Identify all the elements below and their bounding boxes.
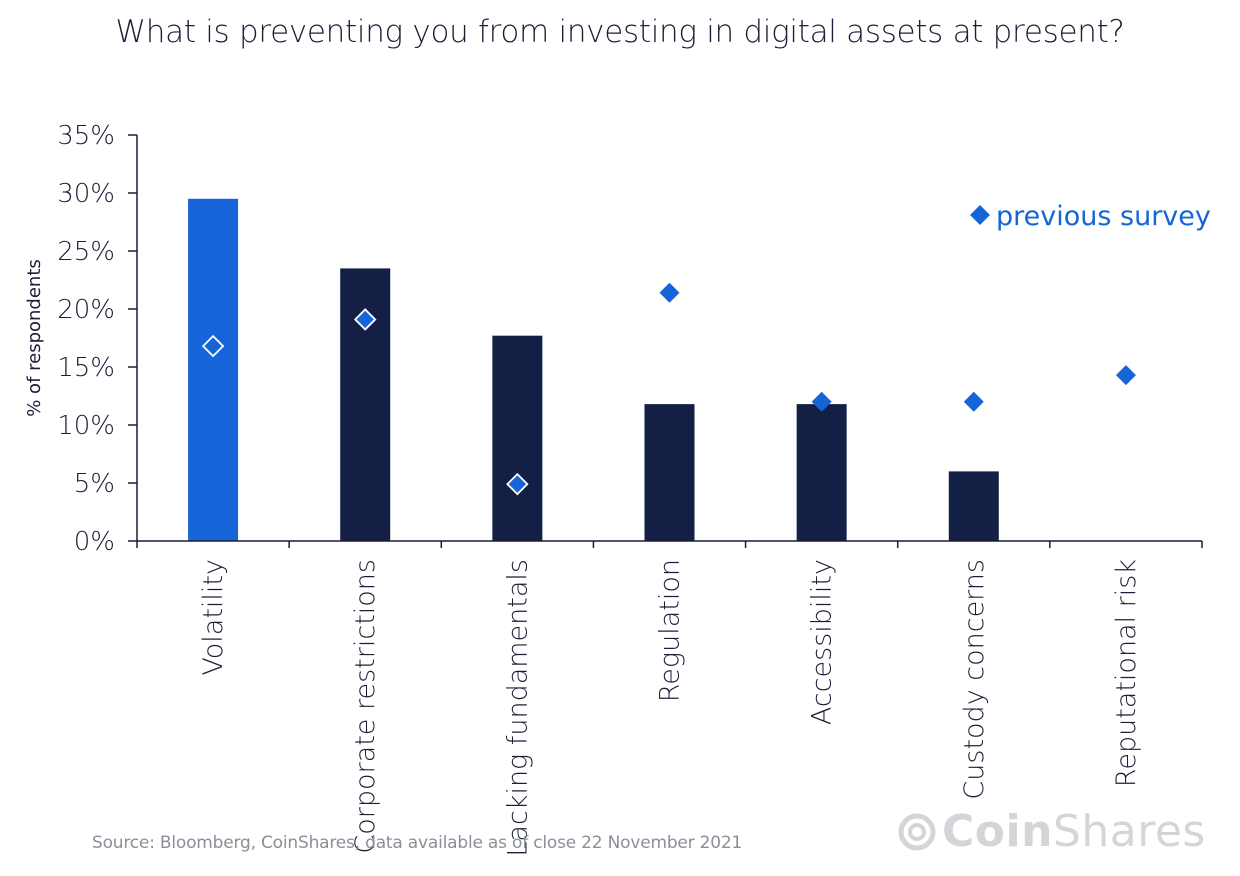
coinshares-logo-icon [898, 813, 936, 850]
chart-title: What is preventing you from investing in… [115, 14, 1125, 50]
legend-marker [970, 205, 990, 225]
source-note: Source: Bloomberg, CoinShares, data avai… [92, 833, 743, 853]
bar [796, 404, 847, 541]
previous-survey-marker [963, 391, 984, 412]
logo-wordmark: CoinShares [942, 806, 1206, 857]
y-tick-label: 20% [57, 295, 115, 325]
previous-survey-marker [659, 282, 680, 303]
y-tick-label: 30% [57, 179, 115, 209]
previous-survey-marker [201, 334, 225, 358]
bar [188, 198, 239, 542]
y-tick-label: 35% [57, 121, 115, 151]
previous-survey-marker [353, 308, 377, 331]
y-tick-label: 25% [57, 237, 115, 267]
legend-label: previous survey [996, 201, 1211, 232]
previous-survey-marker [1115, 365, 1136, 386]
x-category-label: Regulation [655, 559, 686, 702]
y-tick-label: 10% [57, 411, 115, 441]
bar [492, 335, 543, 541]
bar [948, 471, 999, 541]
x-category-label: Custody concerns [959, 559, 990, 800]
previous-survey-marker [506, 472, 529, 496]
x-category-label: Volatility [198, 559, 229, 676]
x-category-label: Corporate restrictions [350, 559, 381, 854]
x-category-label: Accessibility [807, 559, 838, 725]
previous-survey-marker [811, 391, 832, 412]
coinshares-logo: CoinShares [896, 806, 1206, 857]
y-axis-label: % of respondents [24, 259, 45, 417]
x-category-label: Reputational risk [1111, 559, 1142, 787]
x-category-label: Lacking fundamentals [502, 559, 533, 857]
bar [644, 404, 695, 541]
y-tick-label: 0% [74, 527, 115, 557]
y-tick-label: 15% [57, 353, 115, 383]
y-tick-label: 5% [74, 469, 115, 499]
